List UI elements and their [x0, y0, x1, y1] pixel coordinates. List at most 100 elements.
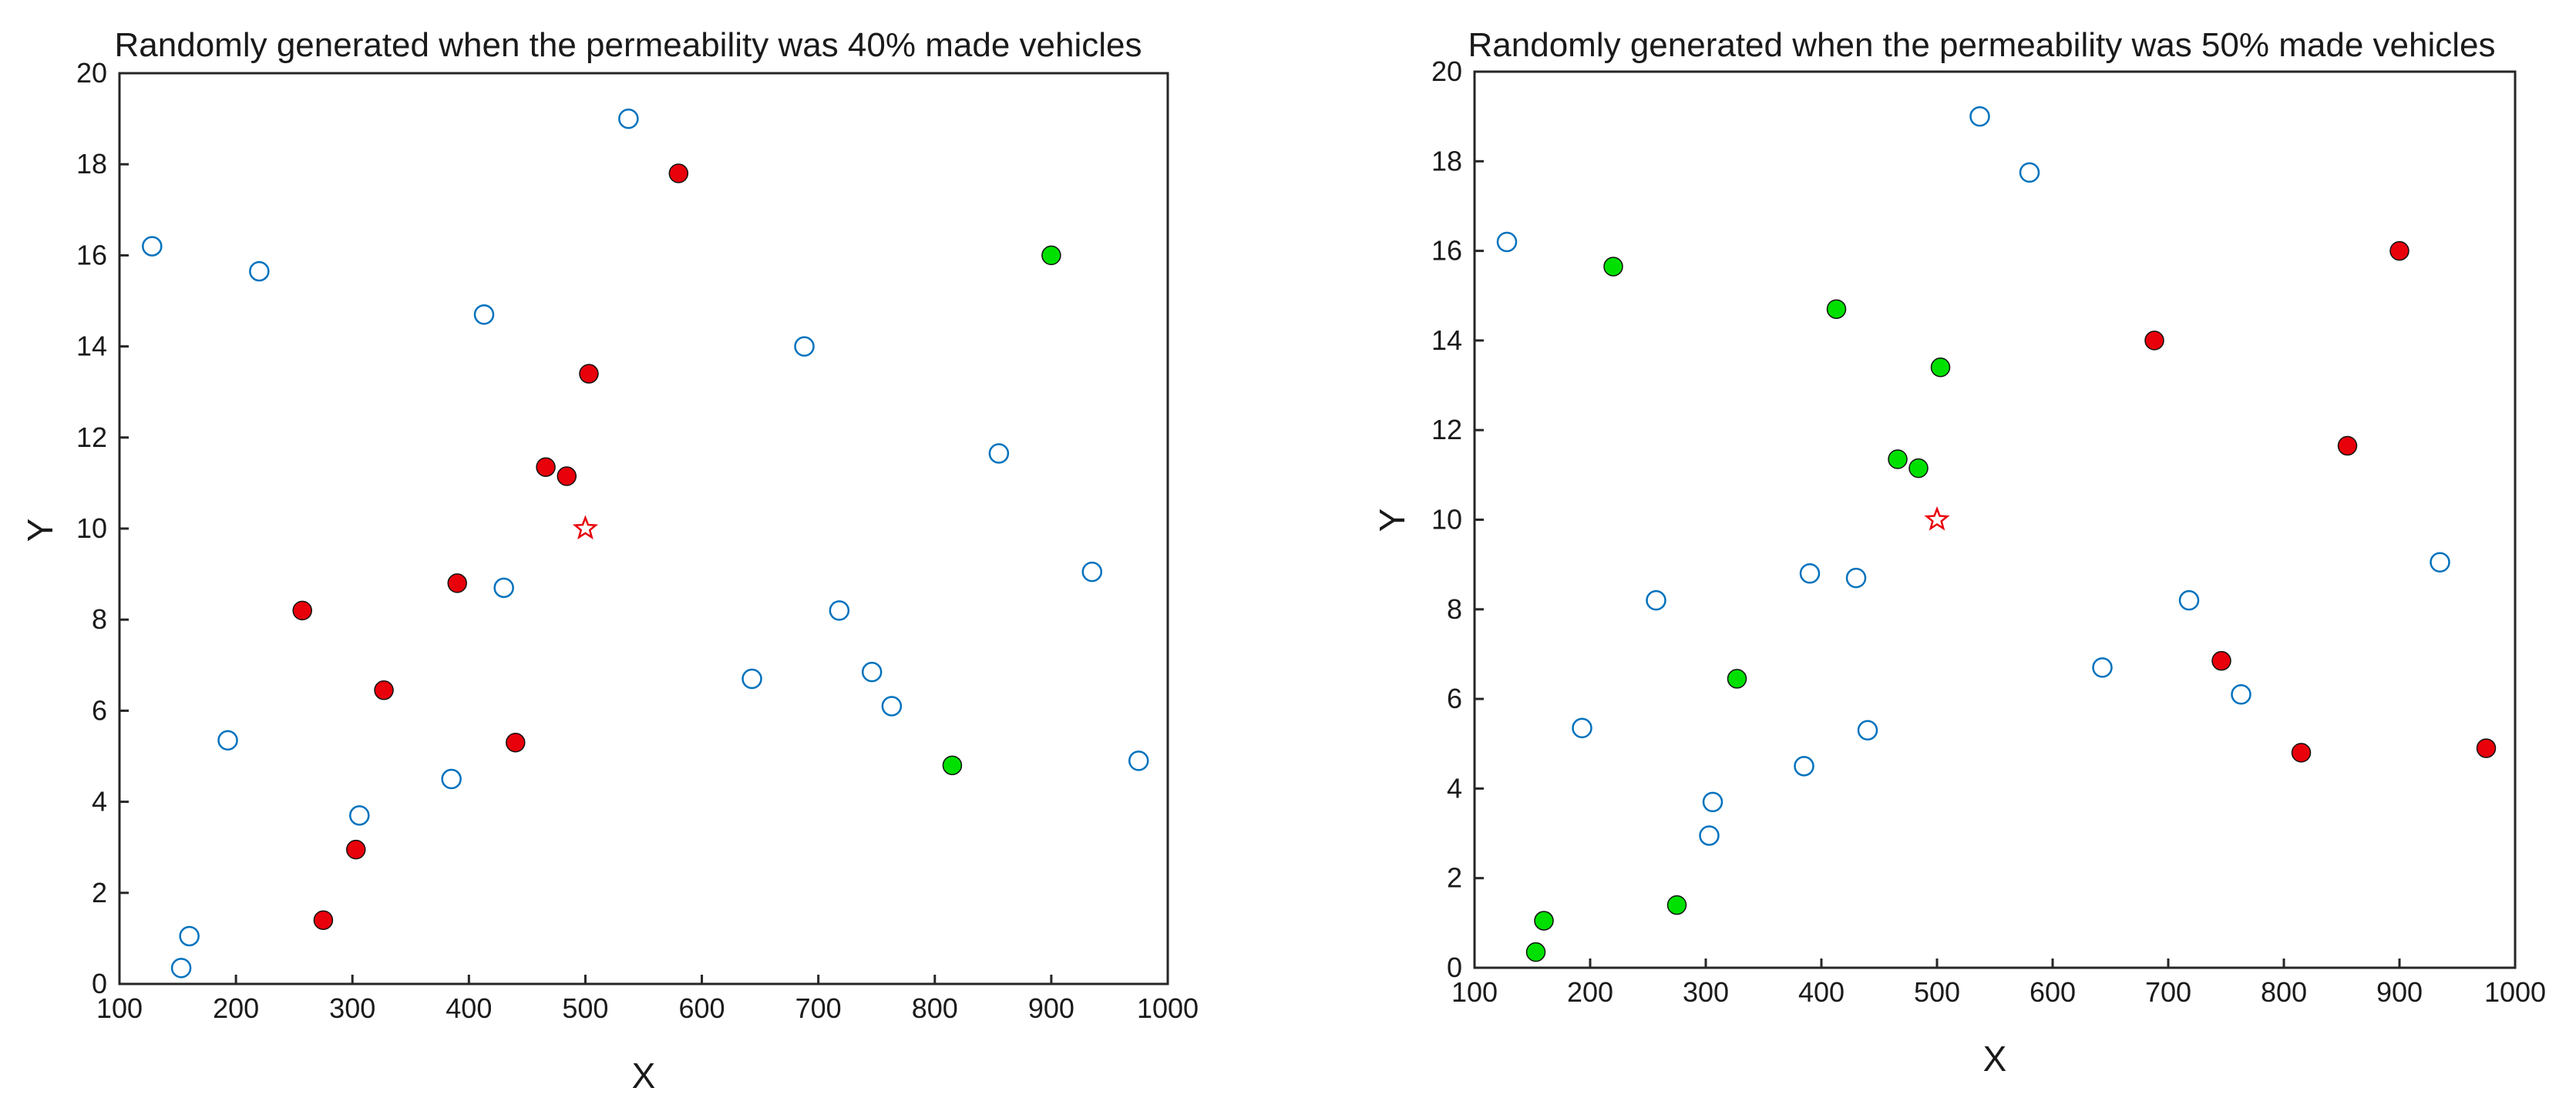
open-circle-point [1646, 589, 1666, 611]
red-filled-point [536, 457, 556, 477]
x-tick-label: 400 [1798, 976, 1845, 1008]
y-tick-label: 8 [92, 603, 107, 635]
y-tick-label: 14 [1431, 324, 1462, 356]
y-axis-label: Y [1372, 509, 1412, 532]
y-tick-label: 0 [92, 968, 107, 999]
y-tick-label: 16 [1431, 235, 1462, 267]
y-tick-label: 6 [92, 694, 107, 726]
red-filled-point [313, 910, 334, 931]
x-tick-label: 100 [96, 992, 143, 1024]
y-tick-label: 0 [1447, 952, 1462, 983]
y-axis: 0 2 4 6 8 10 12 14 16 18 20 [76, 57, 129, 999]
open-circle-point [170, 958, 192, 979]
open-circle-point [618, 108, 639, 129]
x-tick-label: 500 [562, 992, 608, 1024]
open-circle-point [1128, 750, 1149, 771]
open-circle-point [2092, 657, 2113, 678]
x-tick-label: 600 [2030, 976, 2076, 1008]
green-filled-point [1930, 358, 1951, 378]
plot-area [1473, 70, 2517, 969]
chart-50-percent: Randomly generated when the permeability… [1372, 26, 2546, 1079]
red-filled-point [2291, 743, 2312, 763]
open-circle-point [349, 805, 370, 826]
open-circle-point [1496, 231, 1518, 253]
red-filled-point [2144, 331, 2164, 351]
green-filled-point [1826, 299, 1847, 319]
x-tick-label: 600 [679, 992, 725, 1024]
x-axis: 100 200 300 400 500 600 700 800 900 1000 [1451, 959, 2546, 1008]
x-tick-label: 200 [213, 992, 259, 1024]
x-tick-label: 900 [2376, 976, 2423, 1008]
x-tick-label: 900 [1028, 992, 1074, 1024]
y-tick-label: 2 [92, 877, 107, 908]
y-tick-label: 12 [1431, 414, 1462, 445]
star-point [572, 515, 599, 540]
open-circle-point [142, 236, 163, 257]
open-circle-point [473, 304, 495, 325]
red-filled-point [557, 466, 577, 486]
x-tick-label: 1000 [2484, 976, 2546, 1008]
red-filled-point [2389, 240, 2410, 261]
y-tick-label: 8 [1447, 593, 1462, 625]
green-filled-point [1727, 669, 1747, 689]
y-tick-label: 14 [76, 331, 107, 362]
red-filled-point [292, 600, 312, 621]
open-circle-point [881, 696, 903, 717]
red-filled-point [506, 733, 526, 753]
scatter-marks [142, 108, 1149, 979]
open-circle-point [1857, 720, 1878, 741]
green-filled-point [1908, 458, 1929, 478]
open-circle-point [2178, 589, 2200, 611]
red-filled-point [2476, 738, 2497, 758]
chart-title: Randomly generated when the permeability… [115, 26, 1142, 64]
open-circle-point [441, 768, 462, 790]
y-tick-label: 4 [92, 786, 107, 818]
open-circle-point [794, 336, 815, 357]
x-tick-label: 700 [2145, 976, 2191, 1008]
y-tick-label: 20 [1431, 55, 1462, 87]
y-tick-label: 10 [1431, 504, 1462, 535]
green-filled-point [1041, 245, 1061, 266]
open-circle-point [988, 443, 1010, 464]
open-circle-point [1845, 567, 1867, 589]
x-tick-label: 1000 [1137, 992, 1199, 1024]
y-tick-label: 16 [76, 239, 107, 270]
red-filled-point [579, 364, 599, 384]
red-filled-point [374, 680, 394, 700]
y-axis: 0 2 4 6 8 10 12 14 16 18 20 [1431, 55, 1484, 983]
chart-title: Randomly generated when the permeability… [1468, 26, 2496, 64]
y-tick-label: 18 [1431, 145, 1462, 176]
y-tick-label: 18 [76, 148, 107, 180]
red-filled-point [346, 839, 366, 860]
chart-40-percent: Randomly generated when the permeability… [20, 26, 1199, 1096]
open-circle-point [1799, 563, 1821, 584]
red-filled-point [447, 573, 467, 593]
red-filled-point [668, 163, 689, 183]
x-axis-label: X [1983, 1039, 2007, 1079]
green-filled-point [1534, 911, 1554, 931]
open-circle-point [493, 577, 514, 599]
x-tick-label: 500 [1914, 976, 1960, 1008]
scatter-marks [1496, 106, 2497, 962]
open-circle-point [2019, 162, 2040, 183]
x-tick-label: 300 [329, 992, 375, 1024]
open-circle-point [2430, 552, 2450, 572]
x-tick-label: 800 [2261, 976, 2307, 1008]
open-circle-point [829, 600, 850, 621]
x-tick-label: 700 [795, 992, 842, 1024]
x-tick-label: 200 [1567, 976, 1613, 1008]
x-tick-label: 100 [1451, 976, 1498, 1008]
green-filled-point [1603, 257, 1623, 277]
x-axis-label: X [632, 1056, 656, 1096]
y-tick-label: 2 [1447, 862, 1462, 894]
open-circle-point [1969, 106, 1990, 127]
red-filled-point [2337, 435, 2358, 456]
y-axis-label: Y [20, 519, 60, 542]
open-circle-point [861, 661, 883, 683]
red-filled-point [2211, 650, 2231, 671]
open-circle-point [249, 260, 270, 282]
x-tick-label: 400 [446, 992, 492, 1024]
x-axis: 100 200 300 400 500 600 700 800 900 1000 [96, 975, 1199, 1024]
green-filled-point [942, 755, 963, 776]
y-tick-label: 6 [1447, 683, 1462, 714]
